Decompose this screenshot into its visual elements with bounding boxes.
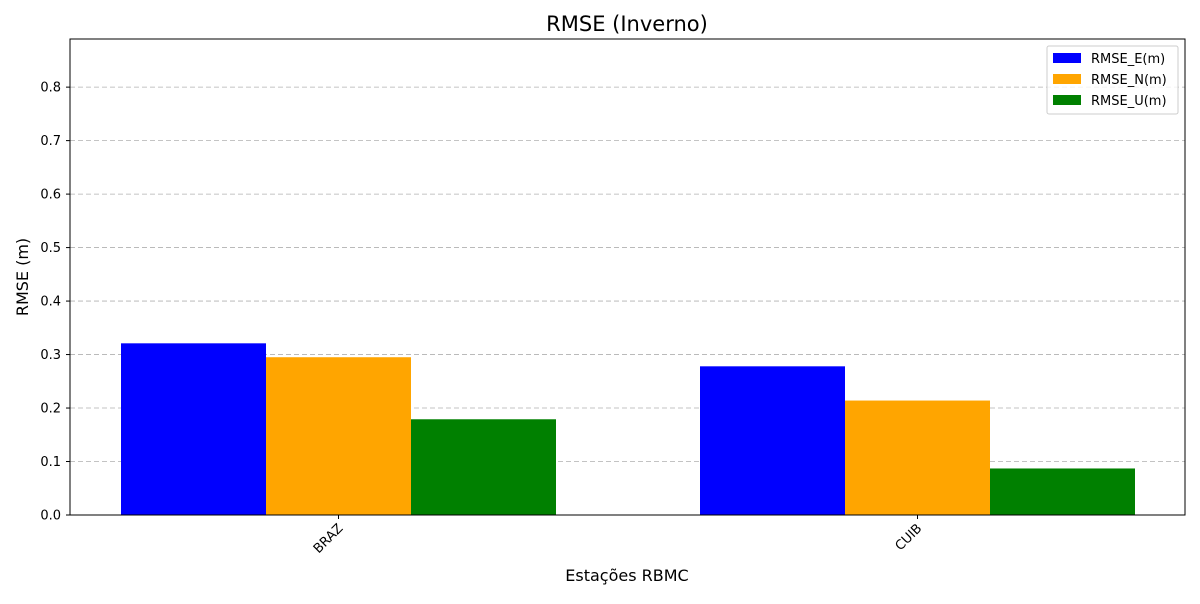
bar-braz-3: [411, 419, 556, 515]
bar-cuib-3: [990, 468, 1135, 515]
bars: [121, 343, 1135, 515]
chart-title: RMSE (Inverno): [546, 12, 708, 36]
y-tick-label: 0.2: [40, 402, 61, 417]
legend: RMSE_E(m) RMSE_N(m) RMSE_U(m): [1046, 45, 1179, 115]
legend-swatch: [1053, 95, 1081, 105]
y-tick-label: 0.4: [40, 295, 61, 310]
y-tick-label: 0.5: [40, 241, 61, 256]
y-tick-label: 0.6: [40, 188, 61, 203]
plot-area-frame: [69, 38, 1186, 516]
bar-braz-2: [266, 357, 411, 515]
legend-label: RMSE_U(m): [1091, 94, 1167, 109]
x-axis-label: Estações RBMC: [565, 566, 688, 585]
legend-swatch: [1053, 74, 1081, 84]
bar-braz-1: [121, 343, 266, 515]
legend-label: RMSE_N(m): [1091, 73, 1167, 88]
y-tick-label: 0.7: [40, 134, 61, 149]
y-tick-label: 0.3: [40, 348, 61, 363]
y-tick-label: 0.1: [40, 455, 61, 470]
y-axis-label: RMSE (m): [13, 238, 32, 316]
y-tick-label: 0.0: [40, 509, 61, 524]
y-axis: 0.0 0.1 0.2 0.3 0.4 0.5 0.6 0.7 0.8: [40, 81, 70, 524]
legend-swatch: [1053, 53, 1081, 63]
bar-cuib-1: [700, 366, 845, 515]
bar-cuib-2: [845, 400, 990, 515]
legend-label: RMSE_E(m): [1091, 52, 1165, 67]
y-tick-label: 0.8: [40, 81, 61, 96]
